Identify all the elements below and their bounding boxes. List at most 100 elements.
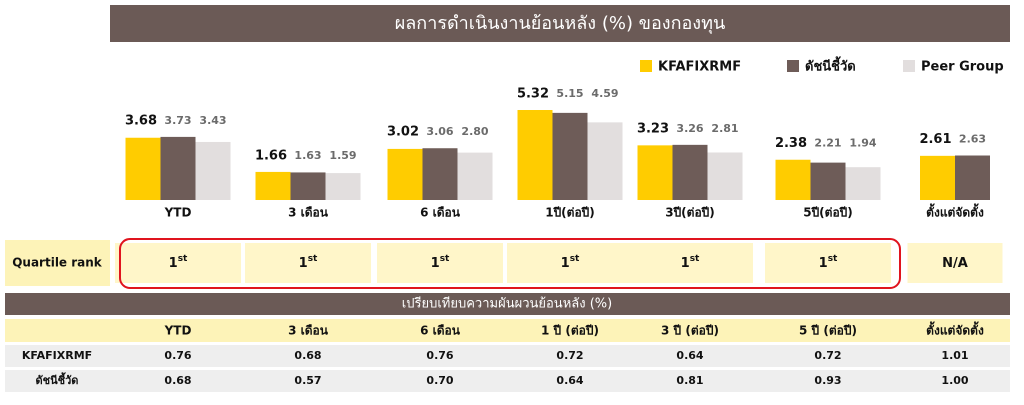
data-label: 4.59	[591, 87, 618, 100]
quartile-rank: 1	[561, 256, 570, 271]
quartile-rank: 1	[169, 256, 178, 271]
data-label: 3.23	[637, 121, 669, 136]
data-label: 1.59	[329, 149, 356, 162]
bar	[422, 148, 458, 200]
quartile-suffix: st	[440, 254, 450, 264]
data-label: 3.73	[164, 114, 191, 127]
title-bar	[110, 5, 1010, 42]
data-label: 2.21	[814, 137, 841, 150]
quartile-cell-bg	[507, 243, 633, 283]
chart-title: ผลการดำเนินงานย้อนหลัง (%) ของกองทุน	[395, 13, 726, 34]
quartile-cell: 1st	[431, 254, 450, 271]
table-cell: 0.72	[556, 349, 583, 362]
quartile-suffix: st	[178, 254, 188, 264]
data-label: 2.63	[959, 133, 986, 146]
x-tick-label: 6 เดือน	[420, 206, 461, 220]
quartile-label-bg	[5, 240, 110, 286]
quartile-cell: N/A	[942, 256, 968, 271]
bar	[707, 152, 743, 200]
bar	[552, 112, 588, 200]
table-row-name: ดัชนีชี้วัด	[36, 372, 79, 387]
bar	[195, 141, 231, 200]
quartile-suffix: st	[570, 254, 580, 264]
table-cell: 0.64	[676, 349, 703, 362]
quartile-cell: 1st	[169, 254, 188, 271]
data-label: 5.15	[556, 87, 583, 100]
legend-swatch	[787, 60, 799, 72]
quartile-suffix: st	[828, 254, 838, 264]
table-header: 3 เดือน	[288, 324, 329, 338]
table-cell: 0.68	[164, 374, 191, 387]
quartile-suffix: st	[690, 254, 700, 264]
bar	[587, 122, 623, 200]
bar	[955, 155, 990, 200]
legend-label: Peer Group	[921, 60, 1004, 75]
legend-swatch	[903, 60, 915, 72]
x-tick-label: ตั้งแต่จัดตั้ง	[926, 203, 984, 220]
table-row-bg	[5, 345, 1010, 367]
quartile-rank: 1	[819, 256, 828, 271]
table-cell: 0.57	[294, 374, 321, 387]
data-label: 2.80	[461, 125, 488, 138]
table-cell: 0.76	[426, 349, 453, 362]
table-cell: 0.68	[294, 349, 321, 362]
quartile-cell-bg	[115, 243, 241, 283]
x-tick-label: YTD	[164, 206, 192, 220]
quartile-cell: 1st	[299, 254, 318, 271]
table-cell: 0.70	[426, 374, 453, 387]
quartile-cell-bg	[377, 243, 503, 283]
table-cell: 1.01	[941, 349, 968, 362]
data-label: 1.94	[849, 137, 876, 150]
table-cell: 0.81	[676, 374, 703, 387]
table-header: 3 ปี (ต่อปี)	[661, 324, 719, 338]
quartile-rank: N/A	[942, 256, 968, 271]
bar	[255, 171, 291, 200]
x-tick-label: 3ปี(ต่อปี)	[665, 206, 715, 220]
table-header: ตั้งแต่จัดตั้ง	[926, 321, 984, 338]
quartile-cell: 1st	[819, 254, 838, 271]
data-label: 3.06	[426, 125, 453, 138]
x-tick-label: 5ปี(ต่อปี)	[803, 206, 853, 220]
table-header: 6 เดือน	[420, 324, 461, 338]
data-label: 3.43	[199, 114, 226, 127]
quartile-rank: 1	[681, 256, 690, 271]
bar	[517, 110, 553, 200]
quartile-cell: 1st	[561, 254, 580, 271]
table-header: YTD	[164, 324, 192, 338]
table-cell: 1.00	[941, 374, 968, 387]
data-label: 3.26	[676, 122, 703, 135]
quartile-cell-bg	[765, 243, 891, 283]
legend-swatch	[640, 60, 652, 72]
data-label: 1.66	[255, 148, 287, 163]
data-label: 2.81	[711, 122, 738, 135]
legend-label: ดัชนีชี้วัด	[805, 56, 856, 75]
highlight-box	[119, 238, 901, 289]
legend-label: KFAFIXRMF	[658, 60, 741, 75]
table-header-bg	[5, 319, 1010, 342]
data-label: 2.38	[775, 136, 807, 151]
bar	[845, 167, 881, 200]
quartile-label: Quartile rank	[12, 256, 103, 270]
quartile-cell-bg	[245, 243, 371, 283]
table-row-name: KFAFIXRMF	[22, 349, 92, 362]
bar	[125, 137, 161, 200]
quartile-suffix: st	[308, 254, 318, 264]
bar	[810, 162, 846, 200]
x-tick-label: 3 เดือน	[288, 206, 329, 220]
dynamic: KFAFIXRMF ดัชนีชี้วัด Peer Group 3.68 3.73 3.…	[22, 56, 1004, 388]
quartile-cell-bg	[907, 243, 1003, 283]
data-label: 2.61	[919, 132, 951, 147]
quartile-cell: 1st	[681, 254, 700, 271]
x-tick-label: 1ปี(ต่อปี)	[545, 206, 595, 220]
table-cell: 0.64	[556, 374, 583, 387]
bar	[672, 144, 708, 200]
table-cell: 0.93	[814, 374, 841, 387]
data-label: 3.02	[387, 125, 419, 140]
table-cell: 0.76	[164, 349, 191, 362]
bar	[457, 152, 493, 200]
quartile-rank: 1	[431, 256, 440, 271]
table-cell: 0.72	[814, 349, 841, 362]
bar	[387, 148, 423, 200]
bar	[637, 145, 673, 200]
